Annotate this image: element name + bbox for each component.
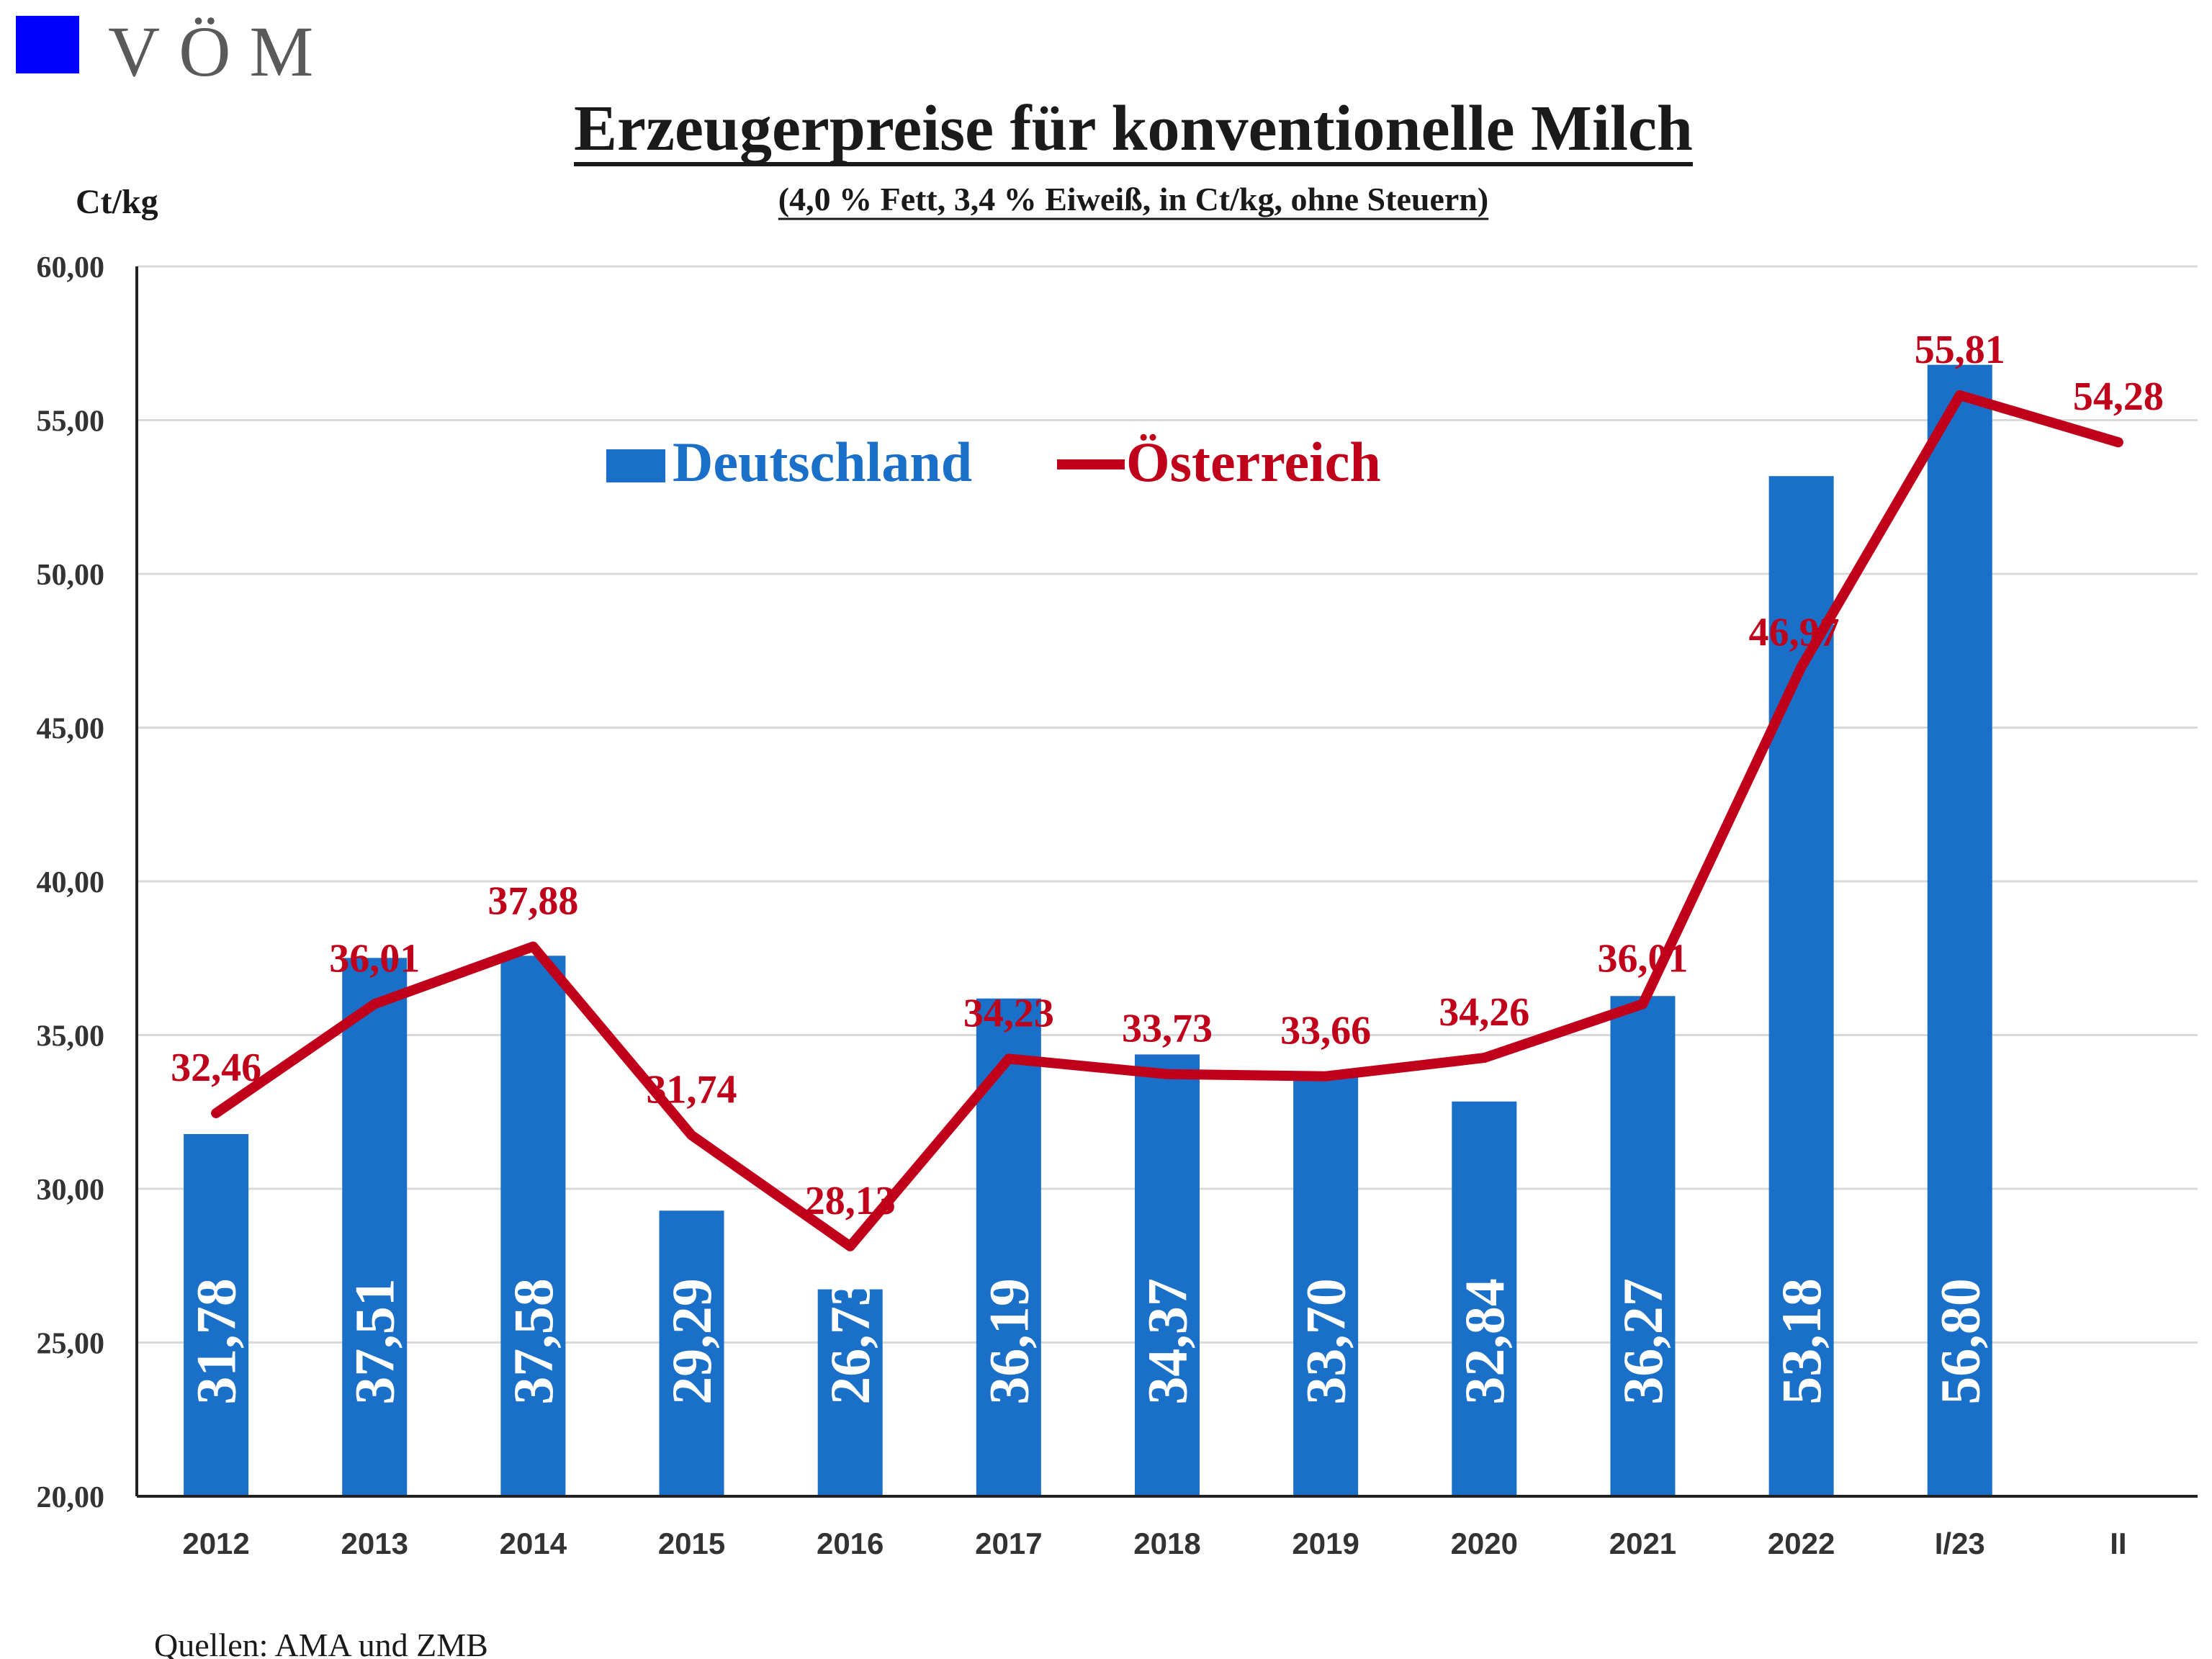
x-tick-label: 2016 [817, 1527, 884, 1560]
y-tick-label: 35,00 [37, 1020, 105, 1053]
chart-title: Erzeugerpreise für konventionelle Milch [574, 93, 1693, 164]
x-tick-label: 2021 [1609, 1527, 1676, 1560]
line-point [215, 1112, 217, 1114]
line-point [1483, 1057, 1485, 1059]
line-value-label: 33,73 [1122, 1007, 1213, 1051]
line-value-label: 31,74 [647, 1068, 737, 1112]
y-tick-label: 20,00 [37, 1481, 105, 1514]
logo-square [16, 16, 79, 73]
legend: Deutschland Österreich [606, 431, 1381, 493]
line-point [1325, 1075, 1327, 1077]
bar [1610, 996, 1676, 1496]
x-axis-ticks: 2012 2013 2014 2015 2016 2017 2018 2019 2020 2021… [182, 1527, 2126, 1560]
legend-label-oesterreich: Österreich [1126, 431, 1381, 493]
bar-value-label: 36,19 [977, 1278, 1040, 1405]
bars-deutschland [184, 364, 1992, 1496]
bar-value-label: 53,18 [1770, 1278, 1833, 1405]
line-value-label: 55,81 [1915, 328, 2005, 372]
bar [1452, 1101, 1517, 1496]
bar-value-label: 33,70 [1295, 1278, 1357, 1405]
bar-value-label: 26,73 [819, 1278, 881, 1405]
bar-value-label: 32,84 [1453, 1278, 1516, 1405]
line-value-label: 34,23 [963, 991, 1054, 1035]
y-axis-label: Ct/kg [76, 183, 158, 221]
line-point [1166, 1073, 1168, 1075]
line-value-label: 37,88 [487, 879, 578, 924]
line-value-labels: 32,46 36,01 37,88 31,74 28,13 34,23 33,73 33,66… [171, 328, 2164, 1223]
bar [1768, 476, 1834, 1496]
x-tick-label: II [2110, 1527, 2126, 1560]
logo: VÖM [16, 12, 332, 91]
bar [500, 956, 566, 1496]
line-point [1959, 394, 1961, 396]
legend-label-deutschland: Deutschland [673, 431, 972, 493]
y-tick-label: 40,00 [37, 866, 105, 899]
line-point [1642, 1003, 1644, 1005]
line-point [532, 945, 534, 948]
logo-text: VÖM [108, 12, 332, 91]
y-tick-label: 45,00 [37, 713, 105, 746]
gridlines [137, 265, 2198, 1344]
x-tick-label: 2020 [1451, 1527, 1518, 1560]
x-tick-label: 2014 [500, 1527, 567, 1560]
x-tick-label: 2012 [182, 1527, 249, 1560]
bar-value-label: 37,51 [343, 1278, 406, 1405]
x-tick-label: 2015 [658, 1527, 725, 1560]
y-tick-label: 55,00 [37, 405, 105, 439]
y-tick-label: 50,00 [37, 559, 105, 592]
line-value-label: 36,01 [329, 936, 420, 981]
legend-swatch-deutschland [606, 449, 665, 482]
bar [1293, 1075, 1359, 1496]
bar-value-label: 29,29 [660, 1278, 723, 1405]
line-point [1800, 666, 1802, 668]
chart-subtitle: (4,0 % Fett, 3,4 % Eiweiß, in Ct/kg, ohn… [778, 181, 1488, 217]
bar [1927, 364, 1992, 1496]
line-value-label: 28,13 [805, 1179, 896, 1223]
x-tick-label: 2017 [975, 1527, 1042, 1560]
bar-value-label: 31,78 [185, 1278, 248, 1405]
line-value-label: 46,97 [1749, 610, 1840, 655]
y-tick-label: 30,00 [37, 1174, 105, 1207]
bar [976, 998, 1041, 1496]
line-value-label: 54,28 [2073, 374, 2164, 419]
line-value-label: 33,66 [1280, 1009, 1371, 1053]
y-tick-label: 25,00 [37, 1328, 105, 1361]
line-oesterreich [211, 390, 2123, 1251]
x-tick-label: 2018 [1133, 1527, 1200, 1560]
x-tick-label: 2022 [1768, 1527, 1835, 1560]
line-value-label: 32,46 [171, 1046, 261, 1090]
bar [342, 958, 408, 1496]
line-point [2117, 441, 2119, 444]
x-tick-label: I/23 [1935, 1527, 1985, 1560]
line-point [1007, 1058, 1010, 1060]
bar [659, 1210, 724, 1496]
x-tick-label: 2013 [341, 1527, 408, 1560]
line-value-label: 36,01 [1597, 936, 1688, 981]
y-axis-ticks: 20,00 25,00 30,00 35,00 40,00 45,00 50,00 55,00… [37, 251, 105, 1514]
y-tick-label: 60,00 [37, 251, 105, 284]
bar [184, 1133, 249, 1496]
bar-value-labels: 31,78 37,51 37,58 29,29 26,73 36,19 34,37 33,70… [185, 1278, 1992, 1405]
bar [1135, 1054, 1200, 1496]
bar [817, 1289, 883, 1496]
line-point [691, 1134, 693, 1136]
x-tick-label: 2019 [1292, 1527, 1359, 1560]
line-value-label: 34,26 [1439, 990, 1529, 1035]
line-point [374, 1003, 376, 1005]
line-point [849, 1245, 851, 1247]
bar-value-label: 34,37 [1136, 1278, 1199, 1405]
bar-value-label: 56,80 [1928, 1278, 1991, 1405]
bar-value-label: 37,58 [502, 1278, 565, 1405]
bar-value-label: 36,27 [1611, 1278, 1674, 1405]
source-note: Quellen: AMA und ZMB [154, 1627, 488, 1659]
